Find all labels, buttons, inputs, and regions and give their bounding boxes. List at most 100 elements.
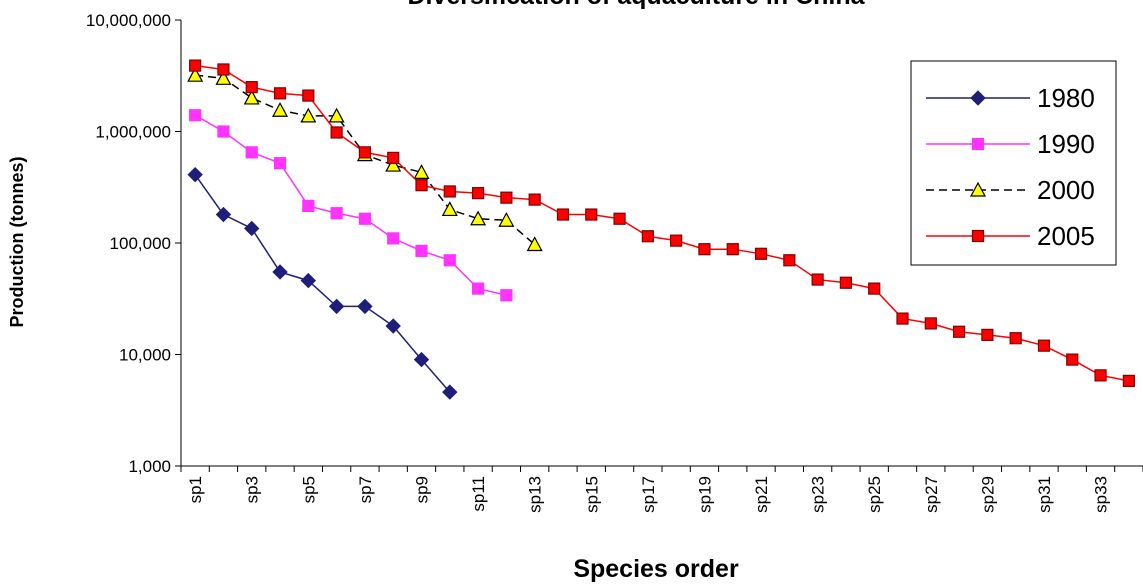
data-point-2005 — [189, 59, 202, 72]
data-point-2005 — [952, 325, 966, 338]
legend-label-1990: 1990 — [1037, 129, 1095, 159]
series-2005 — [189, 59, 1135, 387]
data-point-2005 — [1009, 332, 1022, 345]
data-point-2000 — [526, 236, 543, 252]
data-point-2005 — [528, 193, 541, 206]
data-point-2000 — [187, 66, 204, 82]
series-1980 — [187, 166, 458, 400]
data-point-2005 — [358, 146, 372, 159]
data-point-2005 — [556, 208, 570, 221]
y-tick-label: 10,000,000 — [86, 11, 171, 30]
x-tick-label: sp23 — [809, 476, 828, 513]
data-point-2005 — [273, 87, 287, 100]
legend-box — [910, 60, 1117, 266]
data-point-2000 — [243, 89, 260, 105]
y-tick-labels: 1,000 10,000 100,000 1,000,000 10,000,000 — [86, 11, 171, 476]
series-line-2005 — [195, 64, 1129, 382]
data-point-2005 — [698, 243, 711, 256]
x-tick-label: sp31 — [1035, 476, 1054, 513]
x-tick-label: sp9 — [413, 476, 432, 503]
data-point-2005 — [839, 276, 853, 289]
y-tick-label: 1,000,000 — [95, 123, 171, 142]
data-point-2005 — [613, 212, 626, 225]
x-tick-labels: sp1 sp3 sp5 sp7 sp9 sp11 sp13 sp15 sp17 sp19 sp21 s… — [186, 476, 1110, 513]
series-1990 — [189, 109, 513, 302]
data-point-1990 — [273, 157, 287, 170]
data-point-1990 — [330, 207, 343, 220]
data-point-1980 — [328, 298, 345, 315]
data-point-2005 — [811, 273, 824, 286]
data-point-2005 — [387, 151, 400, 164]
x-tick-label: sp25 — [865, 476, 884, 513]
x-tick-label: sp5 — [299, 476, 318, 503]
data-point-2005 — [641, 230, 654, 243]
data-point-2000 — [272, 102, 289, 117]
y-axis-title: Production (tonnes) — [7, 157, 27, 328]
data-point-1990 — [443, 254, 456, 267]
data-point-1980 — [272, 264, 288, 280]
x-tick-label: sp33 — [1092, 476, 1111, 513]
x-tick-label: sp7 — [356, 476, 375, 503]
data-point-1990 — [217, 125, 230, 138]
legend-marker-1980 — [970, 90, 986, 106]
x-tick-label: sp21 — [752, 476, 771, 513]
legend-label-1980: 1980 — [1037, 83, 1095, 113]
x-tick-label: sp1 — [186, 476, 205, 503]
data-point-2005 — [726, 243, 739, 256]
data-point-2005 — [302, 89, 315, 102]
data-point-2005 — [783, 254, 796, 267]
data-point-1980 — [300, 272, 317, 289]
data-point-1990 — [302, 199, 315, 213]
data-point-1990 — [245, 146, 258, 159]
data-point-2000 — [413, 164, 430, 179]
legend-label-2005: 2005 — [1037, 221, 1095, 251]
data-point-2005 — [1066, 353, 1079, 366]
data-point-1980 — [187, 166, 203, 183]
data-point-1980 — [442, 384, 458, 400]
x-tick-label: sp15 — [582, 476, 601, 513]
data-point-2000 — [470, 210, 487, 226]
data-point-1990 — [500, 289, 513, 302]
data-point-2005 — [1094, 369, 1107, 382]
x-tick-label: sp19 — [695, 476, 714, 513]
data-point-1980 — [357, 298, 373, 315]
data-point-1980 — [244, 220, 260, 237]
data-point-2005 — [585, 208, 598, 221]
data-point-2005 — [1037, 339, 1051, 352]
data-point-1990 — [189, 109, 202, 122]
data-point-1990 — [415, 244, 428, 257]
legend-label-2000: 2000 — [1037, 175, 1095, 205]
x-tick-label: sp13 — [526, 476, 545, 513]
series-group — [187, 59, 1135, 400]
legend-marker-2000 — [969, 181, 987, 197]
data-point-1980 — [413, 351, 430, 368]
series-line-1980 — [194, 174, 451, 393]
data-point-2000 — [441, 201, 458, 217]
data-point-2000 — [300, 107, 317, 123]
legend-marker-1990 — [971, 137, 985, 151]
data-point-1990 — [471, 282, 485, 295]
y-tick-label: 10,000 — [119, 346, 171, 365]
x-axis-title: Species order — [573, 555, 739, 583]
data-point-2005 — [471, 187, 485, 200]
data-point-2005 — [754, 247, 768, 260]
data-point-1990 — [358, 212, 372, 225]
data-point-2005 — [500, 191, 513, 204]
data-point-2000 — [385, 156, 402, 172]
data-point-2000 — [215, 70, 232, 85]
data-point-1980 — [215, 206, 232, 223]
legend: 1980 1990 2000 2005 — [910, 60, 1117, 266]
x-tick-label: sp17 — [639, 476, 658, 513]
data-point-2000 — [328, 107, 345, 123]
data-point-2005 — [670, 234, 683, 247]
data-point-2005 — [981, 328, 994, 341]
data-point-2005 — [330, 126, 343, 139]
x-tick-label: sp27 — [922, 476, 941, 513]
data-point-2005 — [245, 81, 258, 94]
data-point-2005 — [896, 312, 909, 325]
y-tick-label: 100,000 — [110, 234, 171, 253]
y-tick-label: 1,000 — [128, 457, 171, 476]
data-point-1990 — [387, 232, 400, 245]
data-point-2005 — [1122, 374, 1135, 387]
